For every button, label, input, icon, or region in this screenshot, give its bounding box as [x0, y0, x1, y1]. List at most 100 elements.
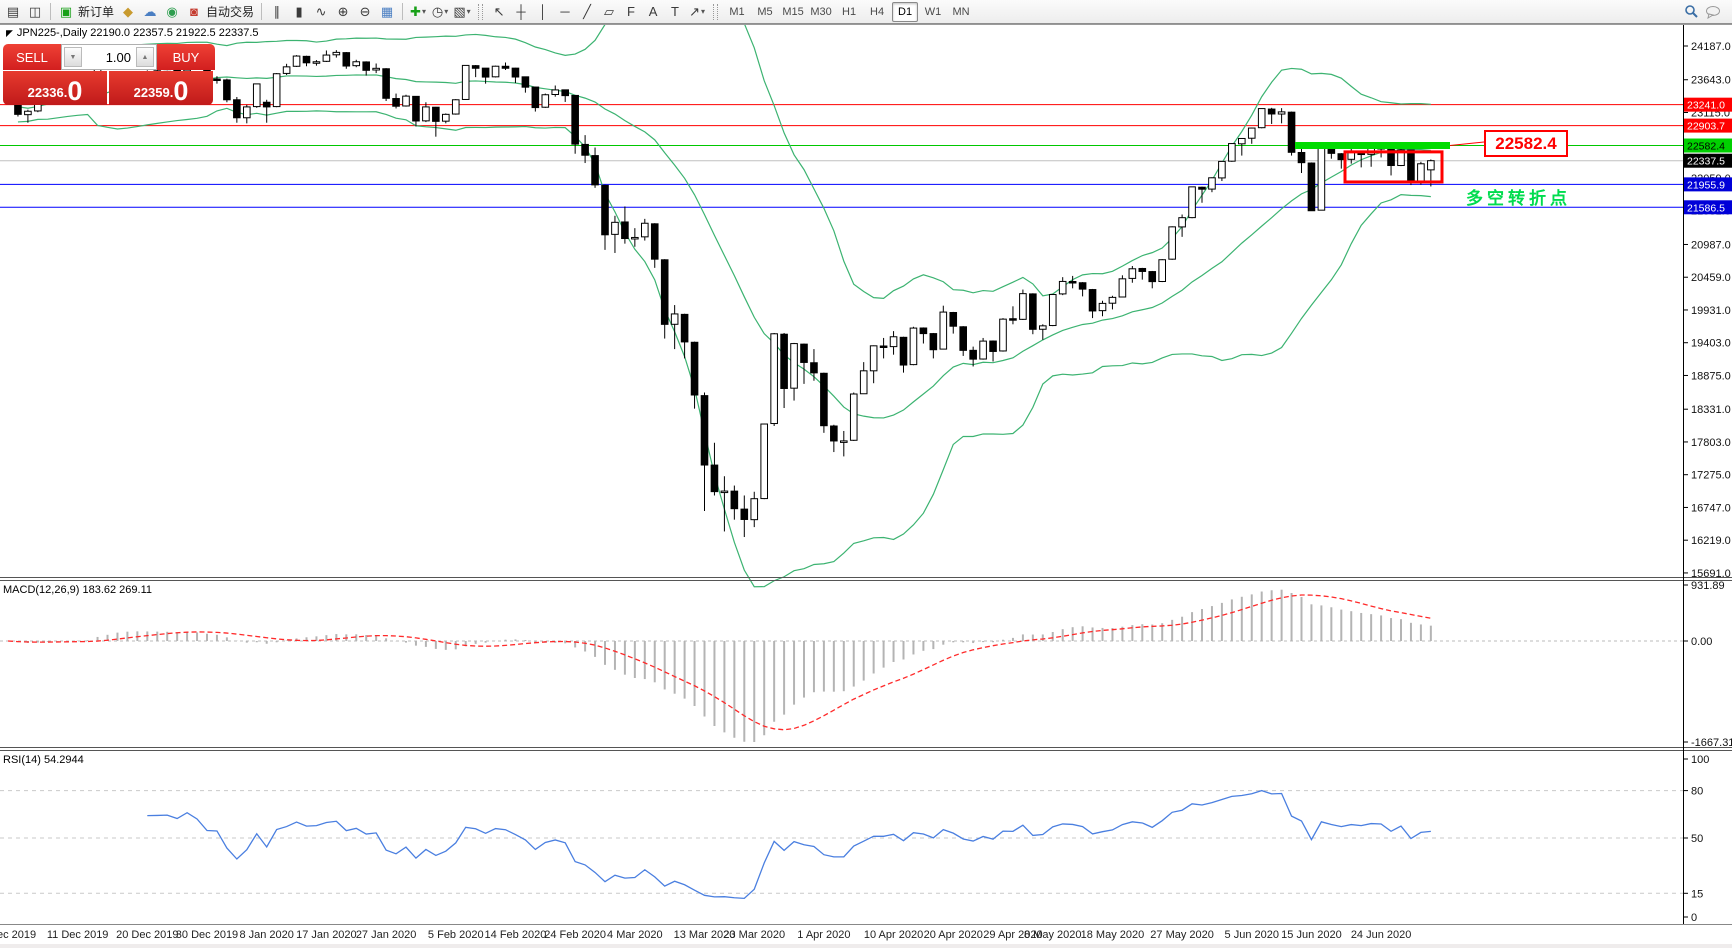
trendline-icon: ╱ [583, 4, 591, 19]
clock-icon: ◷ [431, 4, 444, 19]
search-icon [1684, 5, 1698, 18]
volume-input[interactable] [84, 45, 134, 69]
toolbar-drag-handle[interactable] [478, 3, 484, 20]
zoom-in-icon: ⊕ [337, 4, 349, 19]
candlestick-chart-button[interactable]: ▮ [289, 2, 309, 21]
chart-marker-icon: ◤ [6, 28, 13, 38]
horizontal-line-tool-button[interactable]: ─ [555, 2, 575, 21]
cursor-tool-button[interactable]: ↖ [489, 2, 509, 21]
svg-text:15691.0: 15691.0 [1691, 568, 1731, 580]
svg-text:20987.0: 20987.0 [1691, 239, 1731, 251]
svg-text:29 Apr 2020: 29 Apr 2020 [983, 929, 1042, 941]
buy-price-main: 22359. [133, 85, 174, 100]
trendline-tool-button[interactable]: ╱ [577, 2, 597, 21]
tile-windows-icon: ▦ [380, 4, 394, 19]
timeframe-M5[interactable]: M5 [757, 5, 773, 18]
volume-control: ▼ ▲ [61, 44, 157, 70]
timeframe-W1[interactable]: W1 [924, 5, 942, 18]
timeframe-toolbar: M1 M5 M15 M30 H1 H4 D1 W1 MN [723, 1, 975, 22]
sell-price-main: 22336. [27, 85, 68, 100]
crosshair-tool-button[interactable]: ┼ [511, 2, 531, 21]
svg-text:8 May 2020: 8 May 2020 [1024, 929, 1081, 941]
zoom-in-button[interactable]: ⊕ [333, 2, 353, 21]
volume-decrease-button[interactable]: ▼ [64, 47, 82, 67]
profiles-button[interactable]: ◫ [25, 2, 45, 21]
red-consolidation-rectangle[interactable] [1343, 150, 1444, 184]
timeframe-D1[interactable]: D1 [892, 1, 919, 22]
arrows-icon: ↗ [689, 4, 700, 19]
indicators-button[interactable]: ✚ ▾ [408, 2, 428, 21]
price-callout-box[interactable]: 22582.4 [1484, 130, 1568, 157]
text-label-icon: T [671, 4, 679, 19]
arrows-tool-button[interactable]: ↗ ▾ [687, 2, 707, 21]
timeframe-M15[interactable]: M15 [782, 5, 804, 18]
chat-button[interactable] [1703, 2, 1723, 21]
svg-text:22337.5: 22337.5 [1687, 156, 1725, 168]
svg-text:23241.0: 23241.0 [1687, 100, 1725, 112]
new-chart-button[interactable]: ▤ [3, 2, 23, 21]
templates-icon: ▧ [453, 4, 466, 19]
candlestick-chart-icon: ▮ [295, 4, 303, 19]
svg-text:0: 0 [1691, 912, 1697, 924]
svg-text:0.00: 0.00 [1691, 636, 1712, 648]
chinese-note-text[interactable]: 多空转折点 [1466, 189, 1571, 208]
metaeditor-button[interactable]: ◆ [118, 2, 138, 21]
zoom-out-button[interactable]: ⊖ [355, 2, 375, 21]
crosshair-icon: ┼ [516, 4, 526, 19]
svg-text:931.89: 931.89 [1691, 580, 1725, 592]
svg-text:17 Jan 2020: 17 Jan 2020 [296, 929, 357, 941]
chevron-down-icon: ▾ [421, 7, 426, 16]
chevron-down-icon: ▾ [444, 7, 449, 16]
svg-text:2 Dec 2019: 2 Dec 2019 [0, 929, 36, 941]
rsi-axis-ticks [1683, 758, 1688, 918]
navigator-button[interactable]: ☁ [140, 2, 160, 21]
timeframe-H4[interactable]: H4 [870, 5, 885, 18]
autotrading-button[interactable]: ◙ [184, 2, 204, 21]
line-chart-button[interactable]: ∿ [311, 2, 331, 21]
text-label-tool-button[interactable]: T [665, 2, 685, 21]
svg-text:1 Apr 2020: 1 Apr 2020 [797, 929, 850, 941]
triangle-down-icon: ▼ [69, 53, 77, 61]
new-order-button[interactable]: ▣ [56, 2, 76, 21]
timeframe-M30[interactable]: M30 [810, 5, 832, 18]
text-tool-button[interactable]: A [643, 2, 663, 21]
toolbar-right-group [1680, 2, 1732, 21]
volume-increase-button[interactable]: ▲ [136, 47, 154, 67]
price-axis-badges [1684, 97, 1732, 215]
vertical-line-tool-button[interactable]: │ [533, 2, 553, 21]
svg-text:23643.0: 23643.0 [1691, 75, 1731, 87]
sell-button[interactable]: SELL [3, 44, 61, 70]
svg-text:27 Jan 2020: 27 Jan 2020 [356, 929, 417, 941]
fibonacci-tool-button[interactable]: F [621, 2, 641, 21]
rsi-line [147, 789, 1431, 900]
sell-price[interactable]: 22336. 0 [3, 71, 107, 105]
svg-text:23 Mar 2020: 23 Mar 2020 [723, 929, 785, 941]
timeframe-MN[interactable]: MN [952, 5, 970, 18]
periods-button[interactable]: ◷ ▾ [430, 2, 450, 21]
svg-text:24 Feb 2020: 24 Feb 2020 [544, 929, 606, 941]
signals-button[interactable]: ◉ [162, 2, 182, 21]
horizontal-level-lines[interactable] [0, 104, 1683, 208]
svg-text:13 Mar 2020: 13 Mar 2020 [674, 929, 736, 941]
timeframe-H1[interactable]: H1 [842, 5, 857, 18]
toolbar-drag-handle[interactable] [713, 3, 719, 20]
svg-text:19403.0: 19403.0 [1691, 338, 1731, 350]
search-button[interactable] [1681, 2, 1701, 21]
svg-text:8 Jan 2020: 8 Jan 2020 [239, 929, 293, 941]
svg-text:20 Apr 2020: 20 Apr 2020 [924, 929, 983, 941]
channel-tool-button[interactable]: ▱ [599, 2, 619, 21]
buy-button[interactable]: BUY [157, 44, 215, 70]
macd-histogram [16, 589, 1432, 742]
tile-windows-button[interactable]: ▦ [377, 2, 397, 21]
timeframe-M1[interactable]: M1 [729, 5, 745, 18]
svg-text:20459.0: 20459.0 [1691, 272, 1731, 284]
new-order-label[interactable]: 新订单 [78, 5, 115, 19]
svg-text:50: 50 [1691, 833, 1703, 845]
bar-chart-button[interactable]: ∥ [267, 2, 287, 21]
symbol-ohlc-text: JPN225-,Daily 22190.0 22357.5 21922.5 22… [16, 27, 259, 39]
autotrading-label[interactable]: 自动交易 [206, 5, 255, 19]
templates-button[interactable]: ▧ ▾ [452, 2, 472, 21]
buy-price[interactable]: 22359. 0 [109, 71, 213, 105]
